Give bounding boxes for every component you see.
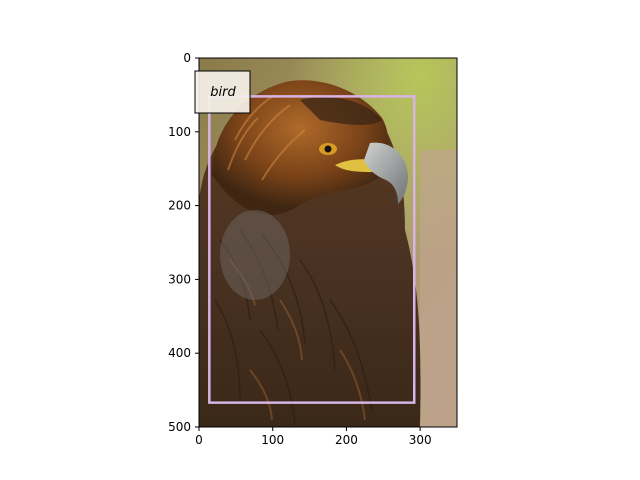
y-axis: 0 100 200 300 400 500 [168,51,199,434]
y-tick-label: 200 [168,199,191,213]
y-tick-label: 300 [168,272,191,286]
y-tick-label: 100 [168,125,191,139]
detection-box-bird [208,95,416,404]
x-tick-label: 200 [335,433,358,447]
x-tick-label: 100 [261,433,284,447]
y-tick-label: 400 [168,346,191,360]
axes-frame [198,57,458,428]
detection-label-box [194,70,251,114]
y-tick-label: 500 [168,420,191,434]
x-tick-label: 300 [409,433,432,447]
y-tick-label: 0 [183,51,191,65]
x-tick-label: 0 [195,433,203,447]
detection-label: bird [210,85,236,100]
eagle-photo [199,58,457,427]
x-axis: 0 100 200 300 [195,427,432,447]
